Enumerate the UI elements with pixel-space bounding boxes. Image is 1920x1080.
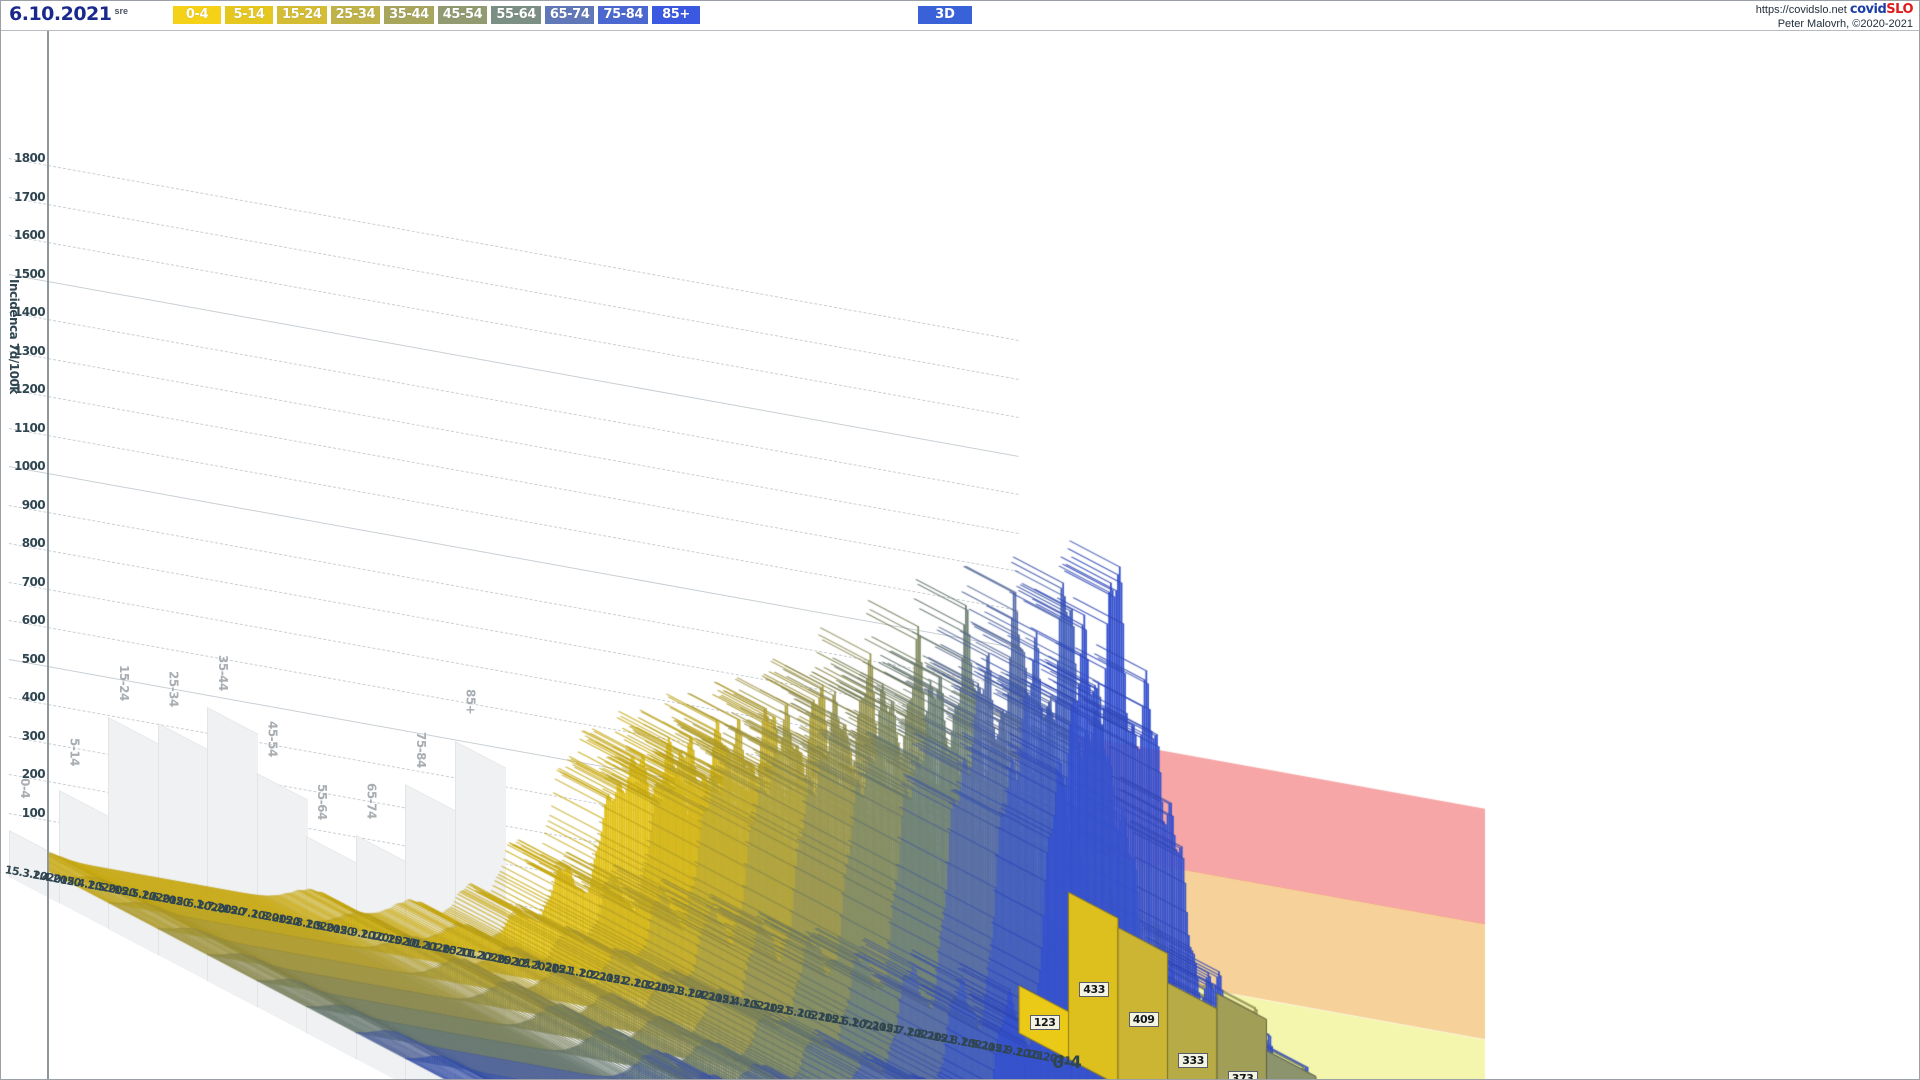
y-tick-200: 200 — [21, 767, 46, 781]
age-button-75-84[interactable]: 75-84 — [598, 6, 649, 24]
age-button-65-74[interactable]: 65-74 — [544, 6, 595, 24]
y-tick-1700: 1700 — [14, 189, 46, 204]
y-tick-600: 600 — [21, 613, 46, 627]
axis-age-label-0-4: 0-4 — [1052, 1053, 1082, 1074]
chart-plot-area[interactable]: Incidenca 7d/100k 100 200 300 400 500 600 700 8… — [1, 31, 1919, 1079]
y-axis-rule — [47, 31, 49, 1079]
y-tick-100: 100 — [21, 805, 46, 820]
chart-surface-canvas[interactable] — [49, 31, 1919, 1079]
y-tick-1400: 1400 — [14, 305, 46, 319]
chart-3d-scene[interactable]: 0-45-1415-2425-3435-4445-5455-6465-7475-… — [4, 31, 1919, 1079]
age-button-55-64[interactable]: 55-64 — [491, 6, 541, 24]
y-tick-900: 900 — [21, 497, 46, 512]
age-button-15-24[interactable]: 15-24 — [277, 6, 327, 24]
value-label-5-14: 433 — [1079, 981, 1110, 997]
brand-covid-text: covid — [1849, 2, 1887, 17]
brand-url[interactable]: https://covidslo.net — [1755, 4, 1847, 16]
y-tick-300: 300 — [21, 728, 46, 743]
age-button-25-34[interactable]: 25-34 — [330, 6, 381, 24]
view-mode-button-3d[interactable]: 3D — [918, 6, 972, 24]
age-group-toggle-group[interactable]: 0-4 5-14 15-24 25-34 35-44 45-54 55-64 65-74 75-… — [173, 6, 701, 24]
current-date: 6.10.2021 — [9, 3, 112, 25]
y-tick-700: 700 — [21, 574, 46, 589]
brand-url-line[interactable]: https://covidslo.net covidSLO — [1755, 2, 1914, 17]
y-tick-800: 800 — [21, 536, 46, 550]
y-tick-1300: 1300 — [14, 343, 46, 358]
y-tick-1500: 1500 — [14, 266, 46, 281]
header-bar: 6.10.2021 sre 0-4 5-14 15-24 25-34 35-44 45-54… — [1, 1, 1919, 31]
day-of-week: sre — [114, 5, 128, 16]
value-label-25-34: 333 — [1178, 1052, 1209, 1068]
y-tick-1600: 1600 — [14, 228, 46, 242]
y-axis: Incidenca 7d/100k 100 200 300 400 500 600 700 8… — [1, 31, 49, 1079]
back-wall-label-0-4: 0-4 — [18, 778, 32, 799]
view-mode-toggle-group[interactable]: 3D — [918, 6, 972, 24]
y-tick-500: 500 — [21, 651, 46, 666]
y-tick-1800: 1800 — [14, 151, 46, 165]
age-button-35-44[interactable]: 35-44 — [384, 6, 434, 24]
y-tick-1000: 1000 — [14, 459, 46, 473]
age-button-45-54[interactable]: 45-54 — [437, 6, 488, 24]
brand-logo: covidSLO — [1849, 2, 1914, 17]
brand-block: https://covidslo.net covidSLO Peter Malo… — [1755, 2, 1914, 31]
value-label-15-24: 409 — [1128, 1012, 1159, 1028]
current-date-block: 6.10.2021 sre — [9, 3, 128, 25]
value-label-0-4: 123 — [1029, 1015, 1060, 1031]
y-axis-title: Incidenca 7d/100k — [7, 279, 21, 394]
y-tick-1100: 1100 — [14, 420, 46, 435]
value-label-35-44: 373 — [1227, 1071, 1258, 1079]
brand-slo-text: SLO — [1886, 2, 1913, 17]
y-tick-1200: 1200 — [14, 382, 46, 396]
age-button-5-14[interactable]: 5-14 — [225, 6, 273, 24]
age-button-85plus[interactable]: 85+ — [652, 6, 701, 24]
y-tick-400: 400 — [21, 690, 46, 704]
age-button-0-4[interactable]: 0-4 — [173, 6, 221, 24]
brand-credit: Peter Malovrh, ©2020-2021 — [1777, 18, 1913, 30]
